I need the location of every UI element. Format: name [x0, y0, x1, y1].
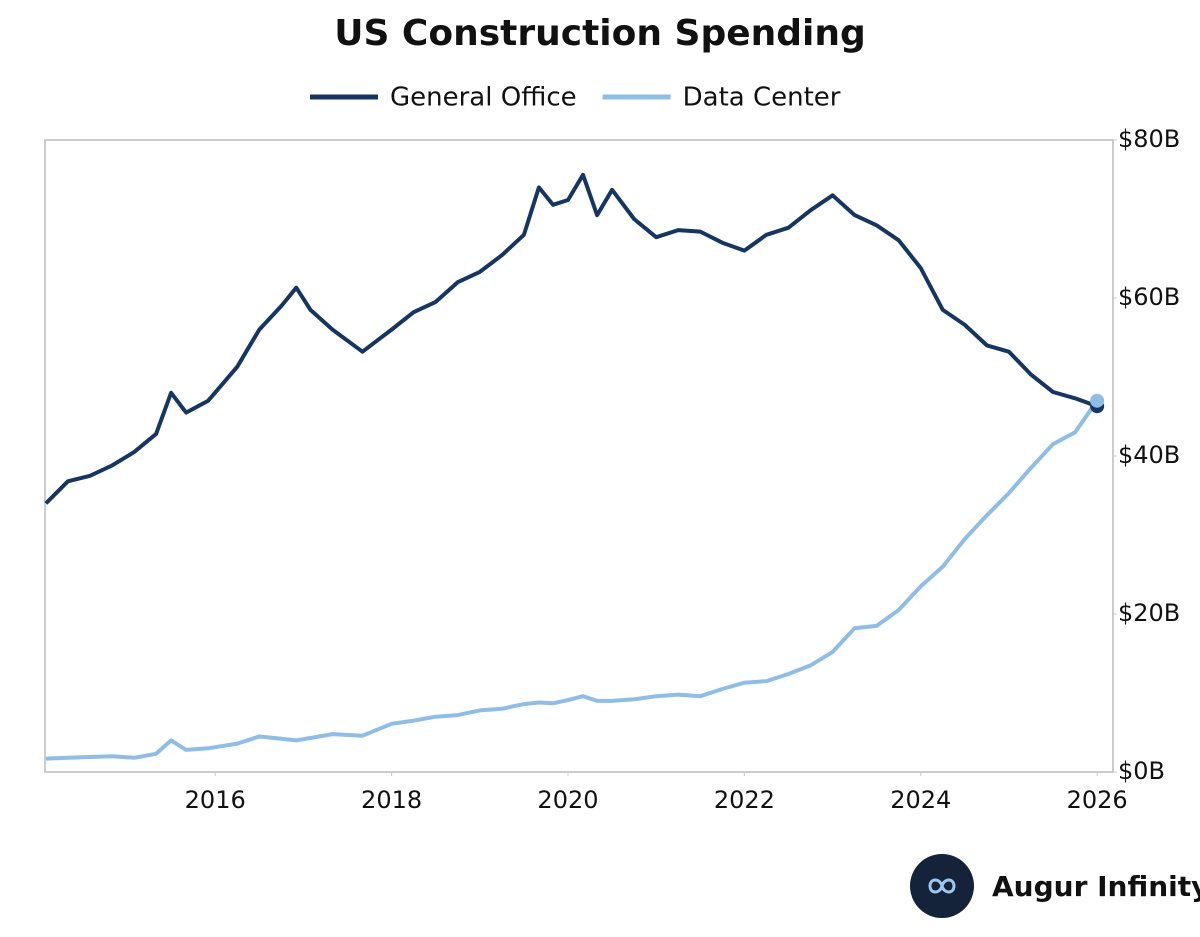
series-line [44, 172, 1098, 505]
y-tick-label: $80B [1118, 125, 1180, 153]
x-tick-label: 2018 [361, 786, 422, 814]
y-tick-label: $60B [1118, 283, 1180, 311]
x-tick-label: 2024 [890, 786, 951, 814]
x-tick-label: 2016 [185, 786, 246, 814]
y-tick-label: $0B [1118, 757, 1165, 785]
x-tick-label: 2020 [537, 786, 598, 814]
legend-label: General Office [390, 83, 577, 113]
logo: Augur Infinity [910, 854, 1200, 918]
y-tick-label: $40B [1118, 441, 1180, 469]
series-line [45, 399, 1099, 761]
chart-title: US Construction Spending [334, 13, 866, 54]
x-tick-label: 2022 [714, 786, 775, 814]
logo-mark [928, 878, 956, 894]
x-tick-label: 2026 [1067, 786, 1128, 814]
end-point [1090, 393, 1105, 408]
brand-name: Augur Infinity [992, 870, 1200, 903]
y-tick-label: $20B [1118, 599, 1180, 627]
legend-label: Data Center [683, 83, 841, 113]
plot-frame [44, 139, 1114, 773]
